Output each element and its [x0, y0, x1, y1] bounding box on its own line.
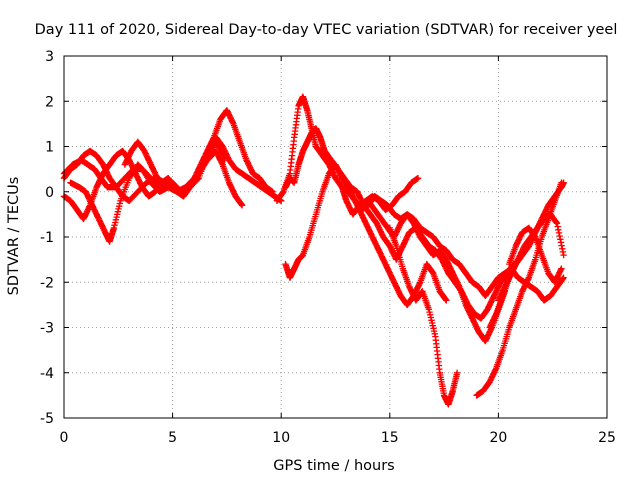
x-axis-label: GPS time / hours — [273, 458, 394, 474]
y-tick-label: 3 — [45, 49, 54, 65]
x-tick-label: 0 — [60, 430, 69, 446]
y-axis-label: SDTVAR / TECUs — [6, 177, 22, 296]
plus-markers — [282, 161, 450, 309]
x-tick-label: 20 — [489, 430, 507, 446]
series-track-6 — [273, 93, 509, 345]
grid — [64, 56, 607, 418]
y-tick-label: 2 — [45, 94, 54, 110]
series-track-14 — [495, 211, 567, 304]
y-tick-label: -3 — [40, 321, 54, 337]
series-track-11 — [386, 224, 461, 408]
series-track-5 — [121, 134, 285, 204]
plus-markers — [495, 211, 567, 304]
series-track-8 — [282, 161, 450, 309]
y-tick-label: -2 — [40, 275, 54, 291]
plus-markers — [121, 134, 285, 204]
y-tick-label: -4 — [40, 366, 54, 382]
plus-markers — [506, 224, 565, 286]
y-tick-label: -1 — [40, 230, 54, 246]
plus-markers — [386, 224, 461, 408]
plus-markers — [273, 93, 509, 345]
y-tick-label: -5 — [40, 411, 54, 427]
y-tick-label: 1 — [45, 140, 54, 156]
x-tick-label: 15 — [381, 430, 399, 446]
series-track-15 — [506, 224, 565, 286]
plus-markers — [473, 179, 565, 399]
x-tick-label: 25 — [598, 430, 616, 446]
y-tick-label: 0 — [45, 185, 54, 201]
x-tick-label: 5 — [168, 430, 177, 446]
axes: 0 5 10 15 20 25 -5 -4 -3 -2 -1 0 1 2 3 — [40, 49, 616, 446]
chart-title: Day 111 of 2020, Sidereal Day-to-day VTE… — [35, 22, 618, 38]
x-tick-label: 10 — [272, 430, 290, 446]
series-track-12 — [473, 179, 565, 399]
data-points — [60, 93, 567, 408]
plot-frame — [63, 55, 608, 419]
